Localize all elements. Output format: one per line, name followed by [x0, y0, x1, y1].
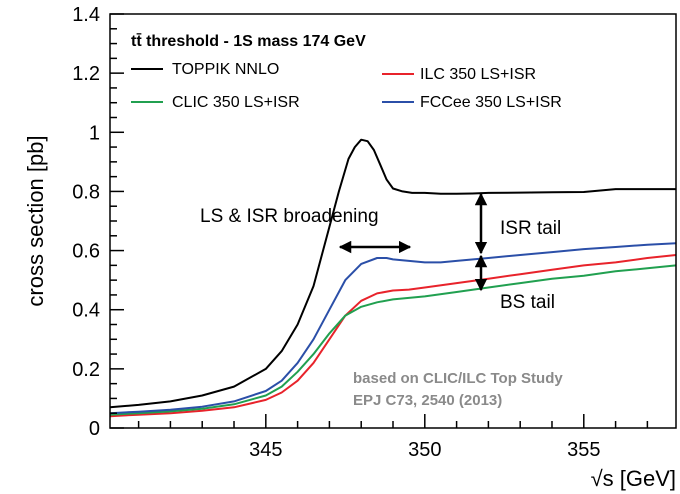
- legend-label-toppik: TOPPIK NNLO: [172, 61, 279, 78]
- legend-label-fccee: FCCee 350 LS+ISR: [420, 94, 562, 111]
- y-tick-label: 1.2: [72, 63, 100, 85]
- reference-line-1: based on CLIC/ILC Top Study: [353, 370, 563, 387]
- annotation-isr-tail: ISR tail: [500, 218, 561, 239]
- legend-label-ilc: ILC 350 LS+ISR: [420, 66, 536, 83]
- y-tick-label: 0.4: [72, 300, 100, 322]
- y-tick-label: 0.6: [72, 241, 100, 263]
- series-layer: [109, 138, 677, 418]
- y-tick-label: 0: [89, 418, 100, 440]
- annotation-broadening: LS & ISR broadening: [200, 206, 379, 227]
- y-tick-label: 0.2: [72, 359, 100, 381]
- series-line-fccee-350-ls-isr: [109, 242, 677, 415]
- x-axis-label: √s [GeV]: [591, 466, 676, 491]
- y-tick-label: 1.4: [72, 4, 100, 26]
- series-line-ilc-350-ls-isr: [109, 254, 677, 418]
- annotation-bs-tail: BS tail: [500, 292, 555, 313]
- x-tick-label: 350: [408, 439, 441, 461]
- y-axis-label: cross section [pb]: [23, 135, 48, 306]
- x-tick-label: 345: [249, 439, 282, 461]
- series-line-clic-350-ls-isr: [109, 264, 677, 416]
- y-axis: 0 0.2 0.4 0.6 0.8 1 1.2 1.4: [72, 4, 124, 440]
- legend-title: tt̄ threshold - 1S mass 174 GeV: [131, 32, 366, 50]
- legend-label-clic: CLIC 350 LS+ISR: [172, 94, 300, 111]
- y-tick-label: 1: [89, 122, 100, 144]
- legend: tt̄ threshold - 1S mass 174 GeV TOPPIK N…: [131, 32, 562, 111]
- x-tick-label: 355: [567, 439, 600, 461]
- reference-line-2: EPJ C73, 2540 (2013): [353, 392, 502, 409]
- y-tick-label: 0.8: [72, 181, 100, 203]
- x-axis: 345 350 355: [137, 414, 649, 461]
- series-line-toppik-nnlo: [109, 138, 676, 409]
